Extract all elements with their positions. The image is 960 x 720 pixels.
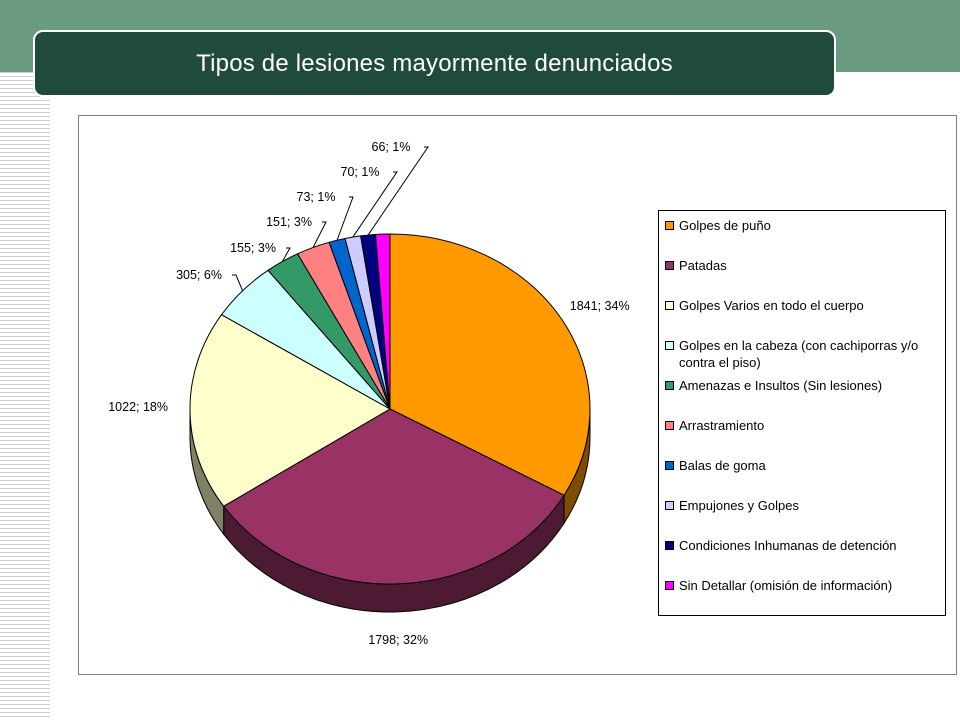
leader-line-8 bbox=[367, 146, 429, 236]
data-label-1: 1798; 32% bbox=[368, 633, 428, 647]
data-label-2: 1022; 18% bbox=[108, 400, 168, 414]
data-label-0: 1841; 34% bbox=[570, 299, 630, 313]
pie-slice-2 bbox=[189, 314, 392, 507]
legend-item-6: Balas de goma bbox=[659, 457, 943, 474]
leader-line-4 bbox=[281, 247, 291, 262]
legend-item-1: Patadas bbox=[659, 257, 943, 274]
pie-data-labels: 1841; 34% 1798; 32% 1022; 18% 305; 6% 155; 3… bbox=[79, 116, 630, 647]
legend-label: Amenazas e Insultos (Sin lesiones) bbox=[679, 378, 883, 393]
legend-swatch bbox=[665, 501, 674, 510]
legend-label: Arrastramiento bbox=[679, 418, 765, 433]
data-label-9: 64; 1% bbox=[79, 116, 98, 119]
pie-slice-9 bbox=[374, 233, 391, 410]
pie-chart: 1841; 34% 1798; 32% 1022; 18% 305; 6% 155; 3… bbox=[79, 116, 630, 647]
pie-slice-0 bbox=[389, 233, 591, 496]
legend-label: Patadas bbox=[679, 258, 727, 273]
leader-line-7 bbox=[352, 171, 398, 238]
legend-swatch bbox=[665, 381, 674, 390]
legend-label: Golpes Varios en todo el cuerpo bbox=[679, 298, 864, 313]
slide-title: Tipos de lesiones mayormente denunciados bbox=[196, 49, 673, 77]
legend-item-5: Arrastramiento bbox=[659, 417, 943, 434]
legend-swatch bbox=[665, 341, 674, 350]
data-label-7: 70; 1% bbox=[341, 165, 380, 179]
pie-slice-1 bbox=[222, 408, 565, 585]
leader-line-3 bbox=[232, 274, 244, 291]
chart-legend: Golpes de puño Patadas Golpes Varios en to… bbox=[658, 210, 946, 616]
data-label-3: 305; 6% bbox=[176, 268, 222, 282]
legend-label: Golpes de puño bbox=[679, 218, 771, 233]
legend-item-0: Golpes de puño bbox=[659, 217, 943, 234]
legend-swatch bbox=[665, 261, 674, 270]
legend-item-9: Sin Detallar (omisión de información) bbox=[659, 577, 943, 594]
legend-item-7: Empujones y Golpes bbox=[659, 497, 943, 514]
legend-swatch bbox=[665, 461, 674, 470]
title-bar: Tipos de lesiones mayormente denunciados bbox=[33, 30, 836, 97]
leader-line-6 bbox=[336, 196, 354, 241]
legend-label: Balas de goma bbox=[679, 458, 766, 473]
legend-item-3: Golpes en la cabeza (con cachiporras y/o… bbox=[659, 337, 943, 371]
legend-item-8: Condiciones Inhumanas de detención bbox=[659, 537, 943, 554]
data-label-6: 73; 1% bbox=[297, 190, 336, 204]
legend-item-4: Amenazas e Insultos (Sin lesiones) bbox=[659, 377, 943, 394]
legend-swatch bbox=[665, 541, 674, 550]
legend-swatch bbox=[665, 421, 674, 430]
decorative-stripes bbox=[0, 72, 50, 720]
legend-swatch bbox=[665, 301, 674, 310]
legend-swatch bbox=[665, 581, 674, 590]
legend-label: Condiciones Inhumanas de detención bbox=[679, 538, 897, 553]
leader-line-5 bbox=[312, 221, 327, 248]
chart-frame: 1841; 34% 1798; 32% 1022; 18% 305; 6% 155; 3… bbox=[78, 115, 957, 675]
data-label-8: 66; 1% bbox=[372, 140, 411, 154]
legend-swatch bbox=[665, 221, 674, 230]
legend-item-2: Golpes Varios en todo el cuerpo bbox=[659, 297, 943, 314]
pie-slices bbox=[189, 233, 591, 585]
data-label-4: 155; 3% bbox=[230, 241, 276, 255]
legend-label: Empujones y Golpes bbox=[679, 498, 799, 513]
legend-label: Golpes en la cabeza (con cachiporras y/o… bbox=[679, 338, 919, 370]
data-label-5: 151; 3% bbox=[266, 215, 312, 229]
legend-label: Sin Detallar (omisión de información) bbox=[679, 578, 893, 593]
